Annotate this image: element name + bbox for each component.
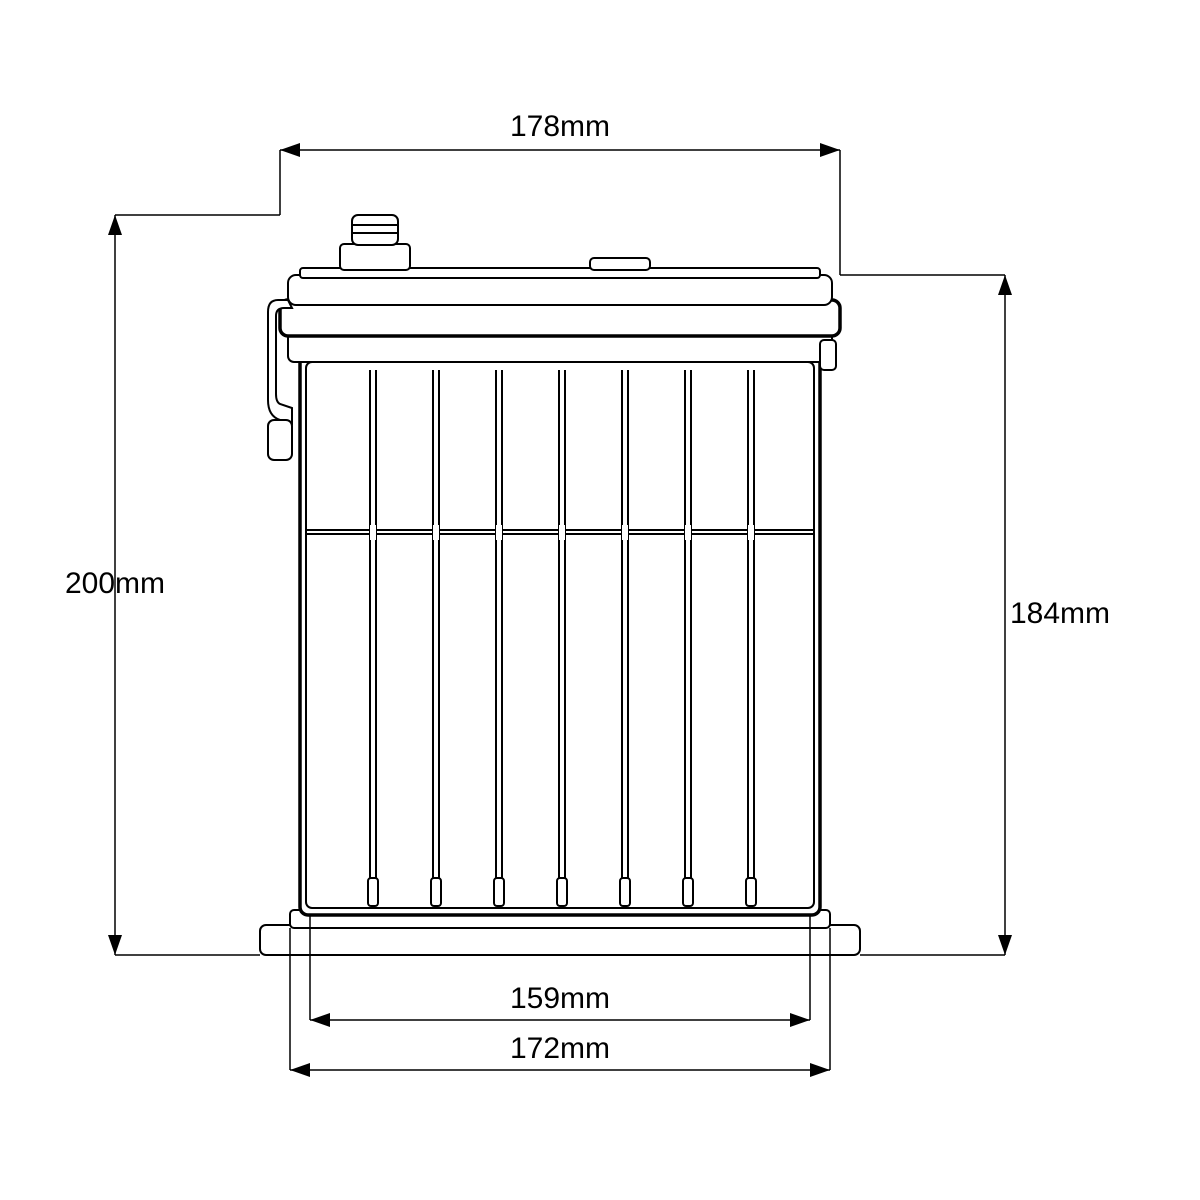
- dim-inner-width-label: 159mm: [510, 982, 610, 1015]
- terminal-post: [340, 215, 410, 270]
- dim-panel-height: 184mm: [840, 275, 1110, 955]
- dim-panel-height-label: 184mm: [1010, 597, 1110, 630]
- dimension-drawing: 178mm 200mm 184mm 159mm: [0, 0, 1200, 1200]
- dim-overall-height-label: 200mm: [65, 567, 165, 600]
- dim-overall-height: 200mm: [65, 215, 280, 955]
- dim-top-width-label: 178mm: [510, 110, 610, 143]
- dim-base-width-label: 172mm: [510, 1032, 610, 1065]
- object-body: [260, 215, 860, 955]
